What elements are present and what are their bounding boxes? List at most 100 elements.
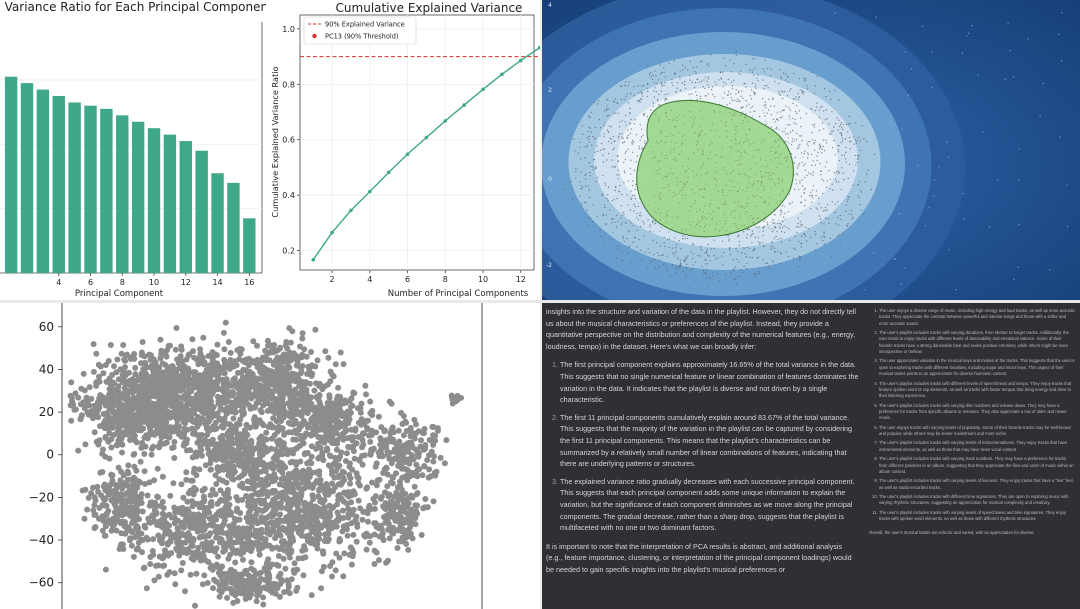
data-dot	[592, 204, 594, 206]
data-dot	[579, 195, 581, 197]
data-dot	[799, 257, 802, 259]
data-dot	[766, 112, 768, 115]
core-dot	[671, 227, 673, 229]
data-dot	[795, 183, 798, 185]
data-dot	[603, 125, 605, 127]
data-dot	[635, 197, 637, 200]
data-dot	[729, 102, 731, 104]
data-dot	[689, 74, 691, 77]
data-dot	[754, 67, 756, 70]
tsne-point	[299, 335, 306, 342]
data-dot	[717, 257, 719, 259]
tsne-point	[209, 384, 216, 391]
tsne-point	[132, 399, 139, 406]
core-dot	[683, 134, 685, 136]
cum-x-tick-label: 12	[516, 275, 526, 284]
core-dot	[776, 112, 778, 114]
core-dot	[660, 132, 662, 135]
core-dot	[664, 112, 666, 114]
data-dot	[617, 137, 620, 139]
core-dot	[711, 143, 713, 145]
tsne-point	[138, 444, 145, 451]
data-dot	[685, 263, 688, 266]
data-dot	[692, 253, 695, 255]
data-dot	[640, 136, 643, 138]
tsne-point	[238, 407, 245, 414]
data-dot	[630, 128, 633, 130]
outlier-dot	[871, 208, 873, 210]
data-dot	[658, 254, 660, 257]
data-dot	[801, 235, 803, 237]
data-dot	[741, 90, 743, 92]
cum-y-tick-label: 0.4	[282, 191, 295, 200]
core-dot	[702, 164, 704, 166]
data-dot	[659, 64, 661, 66]
density-contour-plot: 4 2 0 -2	[540, 0, 1080, 302]
data-dot	[767, 265, 770, 267]
core-dot	[681, 231, 683, 233]
data-dot	[723, 92, 726, 94]
data-dot	[774, 121, 776, 123]
data-dot	[770, 105, 772, 108]
data-dot	[602, 148, 604, 150]
contour-y-tick-label: -2	[546, 262, 552, 269]
tsne-point	[335, 422, 342, 429]
core-dot	[741, 163, 743, 165]
data-dot	[814, 123, 816, 126]
data-dot	[705, 259, 707, 261]
core-dot	[659, 197, 662, 199]
data-dot	[630, 118, 632, 121]
tsne-point	[75, 447, 82, 454]
tsne-point	[358, 421, 365, 428]
core-dot	[667, 210, 669, 212]
core-dot	[723, 166, 726, 168]
data-dot	[655, 75, 657, 77]
core-dot	[711, 217, 713, 219]
core-dot	[781, 178, 783, 180]
data-dot	[620, 217, 622, 219]
tsne-point	[321, 439, 328, 446]
core-dot	[788, 202, 790, 204]
core-dot	[752, 183, 754, 185]
data-dot	[806, 85, 808, 87]
data-dot	[750, 107, 752, 109]
data-dot	[804, 169, 807, 171]
data-dot	[596, 150, 599, 153]
tsne-point	[194, 439, 201, 446]
data-dot	[628, 230, 630, 232]
core-dot	[787, 157, 789, 159]
data-dot	[621, 120, 623, 122]
core-dot	[667, 173, 669, 175]
core-dot	[722, 191, 724, 194]
tsne-point	[258, 409, 265, 416]
tsne-point	[68, 379, 75, 386]
data-dot	[684, 256, 687, 259]
tsne-point	[367, 398, 374, 405]
data-dot	[778, 226, 781, 228]
data-dot	[679, 265, 681, 268]
tsne-point	[226, 421, 232, 428]
core-dot	[785, 218, 787, 221]
core-dot	[784, 127, 786, 129]
variance-bar	[36, 89, 50, 273]
core-dot	[731, 114, 733, 116]
data-dot	[854, 154, 857, 157]
core-dot	[746, 138, 748, 140]
core-dot	[667, 135, 669, 137]
core-dot	[747, 187, 749, 189]
data-dot	[798, 110, 800, 112]
data-dot	[738, 100, 740, 102]
data-dot	[794, 111, 797, 113]
core-dot	[660, 131, 662, 133]
core-dot	[721, 146, 723, 148]
cum-x-tick-label: 6	[405, 275, 410, 284]
data-dot	[806, 240, 808, 242]
tsne-point	[72, 390, 79, 397]
tsne-point	[356, 405, 362, 411]
data-dot	[630, 173, 632, 175]
data-dot	[615, 112, 617, 114]
data-dot	[825, 96, 827, 98]
tsne-point	[106, 430, 113, 437]
data-dot	[723, 251, 725, 254]
tsne-point	[110, 432, 117, 438]
